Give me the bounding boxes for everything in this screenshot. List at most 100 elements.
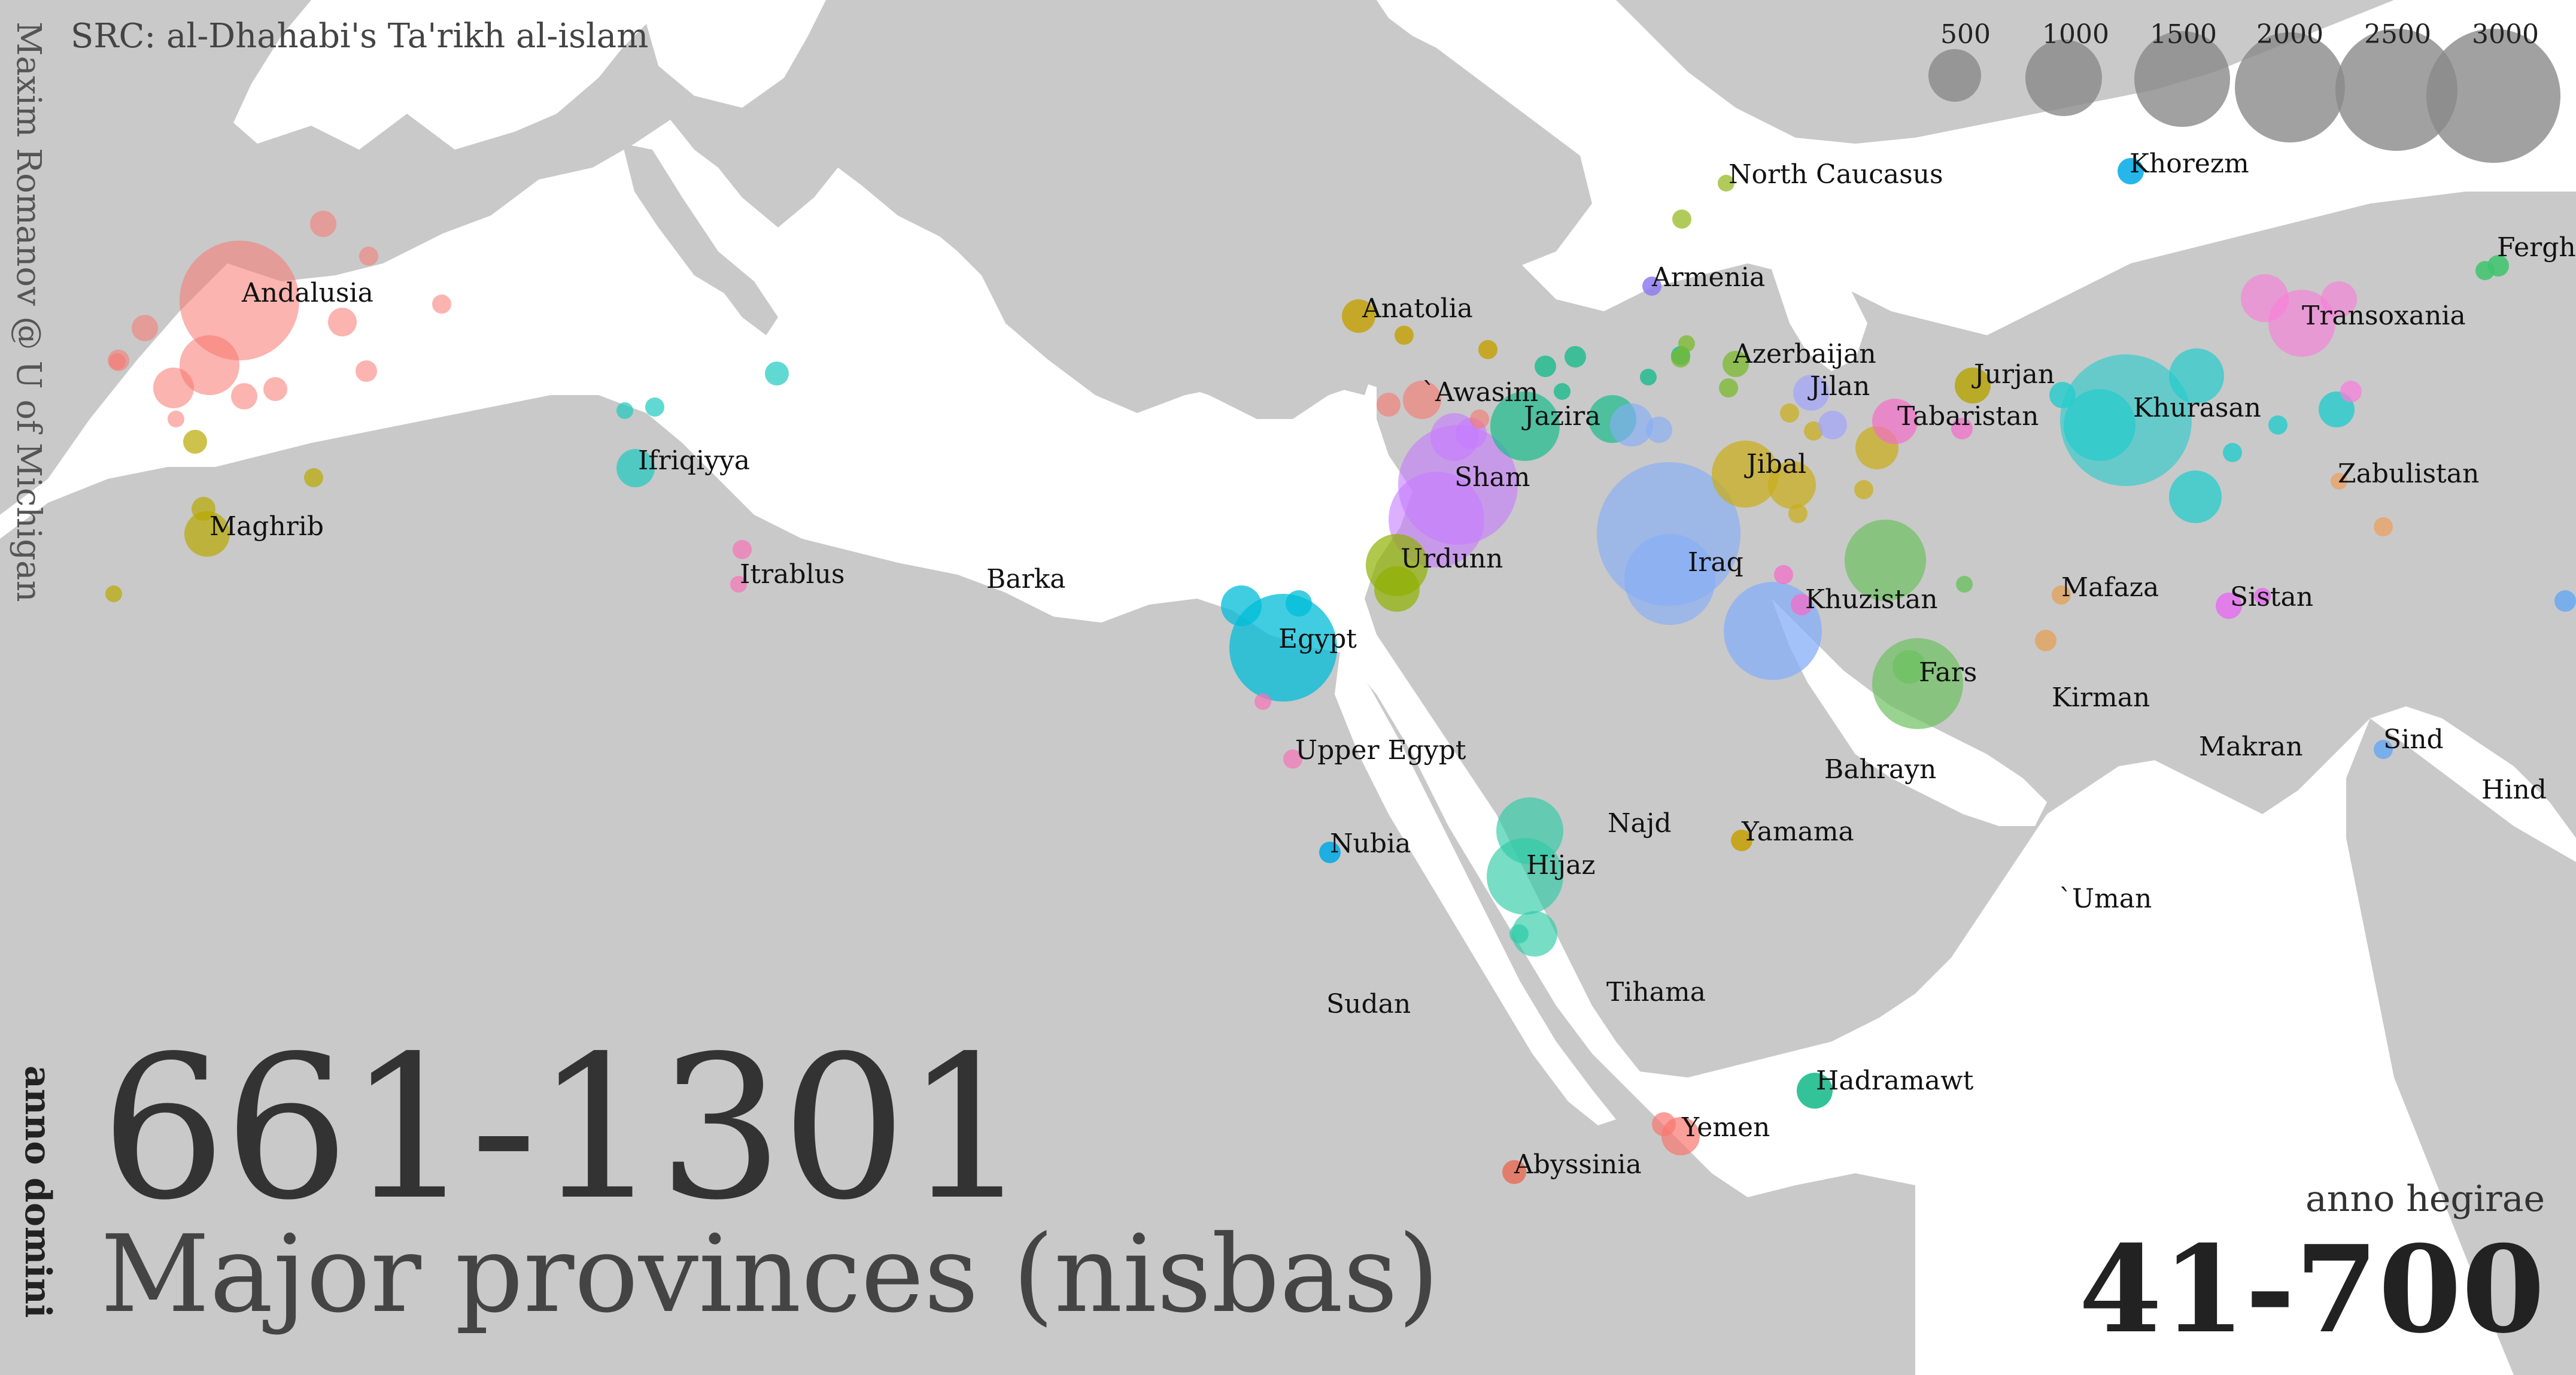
province-label-itrablus: Itrablus [740,559,845,590]
bubble-jibal-6 [1854,480,1873,499]
bubble-jibal-4 [1780,403,1799,423]
bubble-azerbaijan-3 [1678,335,1695,352]
bubble-andalusia-13 [168,411,184,427]
legend-circle-1000 [2025,40,2102,116]
bubble-transoxania-4 [2340,381,2362,402]
bubble-fars-4 [1956,576,1973,593]
province-label-jilan: Jilan [1808,371,1870,402]
bubble-ifriqiyya-4 [765,362,789,386]
province-labels: North Caucasus Khorezm Ferghana Andalusi… [209,148,2576,1180]
bubble-itrablus [733,540,752,559]
bubble-jazira-4 [1565,346,1586,368]
bubble-khuzistan-3 [1791,594,1812,615]
bubble-jurjan [1955,368,1991,403]
province-label-upper-egypt: Upper Egypt [1295,735,1466,766]
bubble-maghrib-2 [192,497,215,521]
bubble-andalusia-12 [263,377,287,401]
bubble-iraq-3 [1610,403,1653,447]
land-north [1377,0,2394,144]
bubble-yamama [1731,830,1752,851]
bubble-yemen-2 [1652,1112,1676,1136]
province-label-transoxania: Transoxania [2302,301,2466,331]
bubble-azerbaijan [1723,351,1749,377]
province-label-yemen: Yemen [1681,1112,1770,1143]
bubble-azerbaijan-2 [1671,348,1690,368]
legend-circle-1500 [2134,31,2230,127]
bubble-andalusia-10 [432,295,451,314]
bubble-hadramawt [1797,1073,1833,1109]
bubble-maghrib-4 [304,468,323,487]
map-subtitle: Major provinces (nisbas) [101,1212,1439,1336]
bubble-khorezm [2118,158,2144,184]
province-label-hijaz: Hijaz [1526,850,1596,881]
legend-label-2000: 2000 [2256,19,2323,50]
province-label-sind: Sind [2383,724,2444,755]
bubble-andalusia-5 [231,383,257,409]
province-label-anatolia: Anatolia [1362,293,1473,324]
bubble-andalusia-4 [328,308,357,336]
bubble-anatolia-3 [1478,340,1497,359]
bubble-sind [2374,740,2393,759]
bubble-ferghana-2 [2475,261,2495,280]
province-label-jazira: Jazira [1521,401,1600,432]
bubble-jazira-3 [1535,356,1556,377]
bubble-urdunn-2 [1374,566,1420,612]
bubble-andalusia-14 [109,353,126,370]
province-label-maghrib: Maghrib [209,511,324,542]
bubble-ifriqiyya-3 [645,397,664,417]
bubble-andalusia-7 [132,315,158,341]
bubble-sind-2 [2554,590,2576,612]
persian-gulf [1772,599,2047,826]
province-label-sham: Sham [1454,462,1530,493]
bubble-tabaristan-2 [1951,418,1973,439]
bubble-jibal-5 [1804,421,1823,441]
land-north-africa [0,395,1915,1375]
province-label-sistan: Sistan [2230,582,2313,612]
bubble-upper-egypt [1283,749,1302,769]
land-balkans [826,120,1544,419]
bubble-jilan-2 [1818,411,1847,439]
bubble-maghrib-3 [183,430,207,454]
province-label-najd: Najd [1608,808,1672,839]
bubble-andalusia-8 [359,247,378,266]
bubble-mafaza [2052,585,2071,605]
province-label-azerbaijan: Azerbaijan [1733,339,1876,369]
bubble-awasim-3 [1470,409,1489,429]
province-label-jibal: Jibal [1744,449,1806,479]
author-credit: Maxim Romanov @ U of Michigan [9,22,53,602]
bubble-fars-3 [1892,650,1926,684]
province-label-awasim: `Awasim [1422,377,1538,408]
province-label-jurjan: Jurjan [1972,359,2055,390]
era-label-ah: anno hegirae [2305,1178,2545,1220]
bubble-jibal-7 [1788,504,1808,523]
bubble-jazira-5 [1554,383,1570,400]
author-credit-text: Maxim Romanov @ U of Michigan [9,22,48,602]
bubble-north-caucasus-2 [1672,210,1691,229]
bubble-tabaristan [1872,399,1918,444]
bubble-hijaz-4 [1509,924,1529,943]
bubble-andalusia-6 [310,211,336,237]
land-india [2346,718,2576,1375]
province-label-egypt: Egypt [1278,624,1357,654]
bubble-egypt-4 [1254,693,1271,710]
bubble-hijaz-3 [1512,911,1557,957]
bubble-khurasan-3 [2169,348,2224,403]
province-label-nubia: Nubia [1330,828,1411,859]
province-label-andalusia: Andalusia [241,278,373,308]
legend-circle-3000 [2426,29,2560,163]
bubble-awasim-2 [1377,393,1401,417]
legend-circle-2500 [2335,29,2457,151]
bubble-jilan [1793,375,1829,411]
legend-circle-500 [1928,49,1981,102]
province-label-makran: Makran [2199,731,2303,762]
province-label-mafaza: Mafaza [2061,572,2159,603]
land-africa-east [1580,1101,1879,1375]
land-italy [622,144,778,335]
legend-label-3000: 3000 [2472,19,2539,50]
bubble-ifriqiyya-2 [616,402,633,419]
years-ah: 41-700 [2079,1219,2545,1360]
years-ad: 661-1301 [101,1013,1030,1243]
province-label-bahrayn: Bahrayn [1824,754,1936,785]
province-label-tabaristan: Tabaristan [1897,401,2039,432]
bubble-maghrib [184,511,230,557]
